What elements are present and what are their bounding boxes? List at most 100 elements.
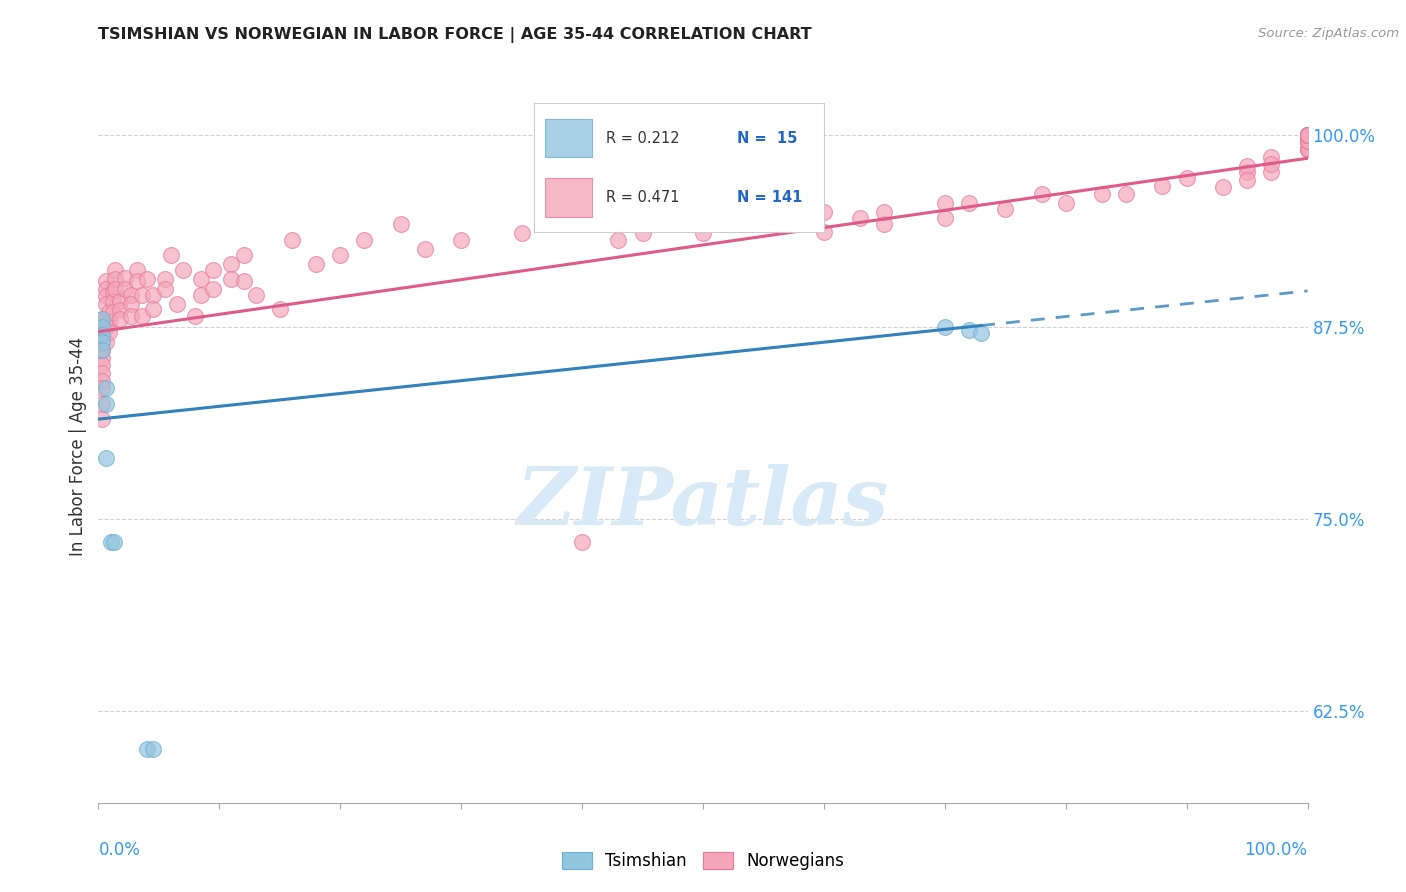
Point	[1296, 128, 1319, 143]
Point	[91, 320, 114, 334]
Point	[1296, 128, 1319, 143]
Point	[1296, 128, 1319, 143]
Point	[1031, 186, 1053, 201]
Point	[450, 233, 472, 247]
Point	[1296, 128, 1319, 143]
Text: 0.0%: 0.0%	[98, 841, 141, 859]
Point	[100, 535, 122, 549]
Text: 100.0%: 100.0%	[1244, 841, 1308, 859]
Point	[1296, 142, 1319, 156]
Point	[1296, 128, 1319, 143]
Point	[813, 205, 835, 219]
Point	[103, 535, 125, 549]
Point	[91, 366, 114, 380]
Point	[1296, 134, 1319, 148]
Point	[131, 288, 153, 302]
Point	[305, 257, 328, 271]
Point	[353, 233, 375, 247]
Point	[190, 288, 212, 302]
Point	[510, 227, 533, 241]
Point	[413, 242, 436, 256]
Point	[94, 320, 117, 334]
Point	[571, 535, 593, 549]
Point	[281, 233, 304, 247]
Point	[1296, 128, 1319, 143]
Point	[692, 227, 714, 241]
Point	[108, 293, 131, 308]
Point	[716, 211, 738, 226]
Point	[1296, 128, 1319, 143]
Point	[91, 351, 114, 365]
Point	[91, 312, 114, 326]
Point	[1296, 128, 1319, 143]
Point	[1296, 128, 1319, 143]
Point	[1296, 128, 1319, 143]
Point	[135, 272, 157, 286]
Point	[91, 320, 114, 334]
Point	[98, 316, 121, 330]
Point	[131, 310, 153, 324]
Text: ZIPatlas: ZIPatlas	[517, 465, 889, 541]
Point	[1296, 128, 1319, 143]
Point	[142, 301, 165, 316]
Point	[135, 742, 157, 756]
Point	[114, 282, 136, 296]
Point	[934, 195, 956, 210]
Point	[1296, 142, 1319, 156]
Point	[740, 205, 762, 219]
Point	[1296, 128, 1319, 143]
Point	[970, 326, 993, 341]
Point	[91, 327, 114, 342]
Point	[1296, 128, 1319, 143]
Point	[94, 335, 117, 350]
Point	[91, 335, 114, 350]
Point	[190, 272, 212, 286]
Point	[91, 327, 114, 342]
Point	[1296, 128, 1319, 143]
Point	[1260, 165, 1282, 179]
Point	[1296, 128, 1319, 143]
Point	[873, 217, 896, 231]
Point	[994, 202, 1017, 216]
Point	[1296, 134, 1319, 148]
Point	[184, 310, 207, 324]
Point	[94, 297, 117, 311]
Point	[534, 217, 557, 231]
Point	[127, 263, 149, 277]
Text: TSIMSHIAN VS NORWEGIAN IN LABOR FORCE | AGE 35-44 CORRELATION CHART: TSIMSHIAN VS NORWEGIAN IN LABOR FORCE | …	[98, 27, 813, 43]
Point	[1115, 186, 1137, 201]
Point	[104, 263, 127, 277]
Point	[1296, 128, 1319, 143]
Point	[1296, 128, 1319, 143]
Point	[91, 412, 114, 426]
Point	[142, 742, 165, 756]
Point	[1175, 171, 1198, 186]
Point	[172, 263, 194, 277]
Point	[269, 301, 291, 316]
Point	[108, 303, 131, 318]
Point	[153, 272, 176, 286]
Point	[1296, 128, 1319, 143]
Point	[166, 297, 188, 311]
Legend: Tsimshian, Norwegians: Tsimshian, Norwegians	[555, 845, 851, 877]
Point	[91, 397, 114, 411]
Point	[127, 274, 149, 288]
Point	[934, 211, 956, 226]
Point	[120, 297, 142, 311]
Point	[631, 217, 654, 231]
Point	[1260, 157, 1282, 171]
Point	[1236, 173, 1258, 187]
Point	[1296, 134, 1319, 148]
Point	[1296, 128, 1319, 143]
Point	[1296, 128, 1319, 143]
Point	[1296, 128, 1319, 143]
Point	[957, 195, 980, 210]
Point	[108, 312, 131, 326]
Point	[1296, 128, 1319, 143]
Point	[94, 381, 117, 395]
Point	[1296, 134, 1319, 148]
Point	[94, 312, 117, 326]
Point	[1296, 134, 1319, 148]
Point	[104, 282, 127, 296]
Point	[607, 233, 630, 247]
